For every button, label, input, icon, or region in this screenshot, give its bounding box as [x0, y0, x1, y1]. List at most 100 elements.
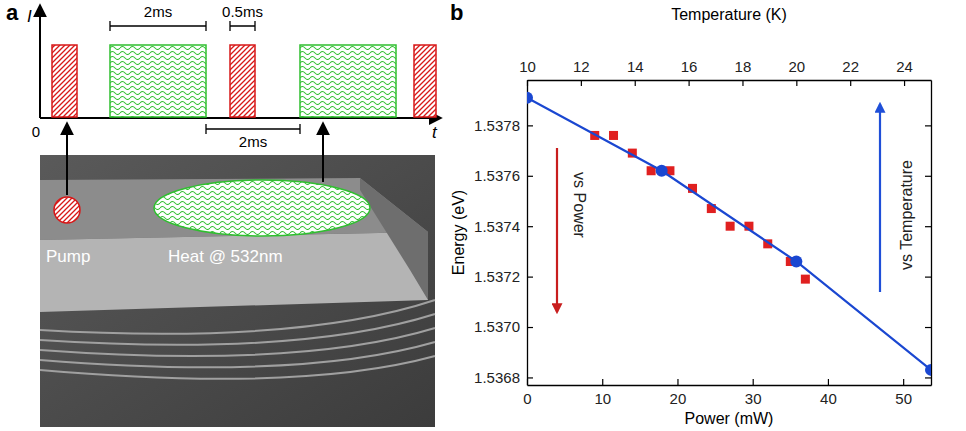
axis-title: Power (mW) [685, 410, 774, 427]
heat-spot [154, 180, 370, 236]
tick: 40 [820, 379, 837, 407]
axis-label: I [27, 7, 32, 26]
axis-line [931, 81, 932, 386]
panel-b: 0102030405010121416182022241.53681.53701… [450, 0, 937, 427]
tick: 10 [594, 379, 611, 407]
tick: 1.5370 [474, 318, 533, 335]
tick: 20 [788, 58, 805, 86]
tick-mark [925, 125, 931, 126]
tick-mark [925, 277, 931, 278]
axis-line [528, 80, 932, 81]
spot-label: Heat @ 532nm [168, 247, 283, 266]
tick: 1.5376 [474, 167, 533, 184]
data-point [609, 131, 618, 140]
tick-mark [602, 379, 603, 385]
annotation-arrow [556, 148, 558, 312]
figure: aIt02ms0.5ms2msPumpHeat @ 532nm010203040… [0, 0, 966, 431]
tick-mark [753, 379, 754, 385]
tick-label: 10 [519, 58, 536, 75]
arrow [322, 124, 324, 182]
origin-label: 0 [32, 123, 40, 140]
ring [40, 328, 435, 356]
data-point [801, 275, 810, 284]
tick-label: 10 [594, 390, 611, 407]
tick-mark [742, 80, 743, 86]
plot-marks [527, 92, 931, 376]
tick-mark [635, 80, 636, 86]
tick: 1.5378 [474, 117, 533, 134]
tick-mark [903, 379, 904, 385]
tick-label: 1.5370 [474, 318, 520, 335]
tick-mark [850, 80, 851, 86]
tick-mark [677, 379, 678, 385]
axis-title: Energy (eV) [450, 190, 467, 275]
bracket [230, 21, 255, 31]
axis-title: Temperature (K) [671, 6, 787, 23]
tick: 1.5372 [474, 268, 533, 285]
panel-letter: a [6, 0, 19, 25]
tick-label: 40 [820, 390, 837, 407]
tick [925, 327, 931, 328]
axis-line [528, 385, 932, 386]
annotation: vs Temperature [898, 160, 915, 270]
tick-label: 14 [627, 58, 644, 75]
pulse [414, 45, 436, 117]
tick-label: 1.5376 [474, 167, 520, 184]
data-point [925, 364, 931, 376]
data-point [790, 255, 802, 267]
pulse [300, 45, 396, 117]
tick: 22 [842, 58, 859, 86]
ring [40, 314, 435, 345]
tick [925, 377, 931, 378]
tick: 16 [681, 58, 698, 86]
data-point [527, 92, 533, 104]
tick-label: 0 [523, 390, 531, 407]
tick-label: 30 [745, 390, 762, 407]
bracket [110, 21, 206, 31]
tick-mark [796, 80, 797, 86]
tick-mark [688, 80, 689, 86]
tick-mark [527, 125, 533, 126]
tick-label: 1.5374 [474, 217, 520, 234]
pulse [52, 45, 77, 117]
series-line [527, 98, 931, 370]
slab-front [40, 232, 428, 312]
tick: 20 [670, 379, 687, 407]
data-point [656, 165, 668, 177]
tick: 12 [573, 58, 590, 86]
tick-label: 22 [842, 58, 859, 75]
tick-label: 12 [573, 58, 590, 75]
tick [925, 125, 931, 126]
tick-label: 50 [895, 390, 912, 407]
intensity-axis [39, 6, 41, 118]
tick: 14 [627, 58, 644, 86]
tick-mark [904, 80, 905, 86]
slab-side [360, 178, 428, 300]
tick: 1.5368 [474, 369, 533, 386]
x2-axis: 1012141618202224 [519, 58, 931, 86]
tick [925, 226, 931, 227]
panel-a: aIt02ms0.5ms2msPumpHeat @ 532nm [6, 0, 440, 427]
panel-letter: b [450, 0, 463, 25]
tick-mark [527, 176, 533, 177]
pump-spot [54, 197, 80, 223]
tick-mark [925, 226, 931, 227]
tick-mark [925, 377, 931, 378]
tick: 18 [735, 58, 752, 86]
tick-mark [925, 176, 931, 177]
tick-mark [527, 226, 533, 227]
tick-label: 1.5378 [474, 117, 520, 134]
arrow [66, 124, 68, 195]
duration-label: 2ms [239, 133, 267, 150]
x-axis: 0 10 20 30 40 50 [523, 379, 931, 407]
tick [925, 277, 931, 278]
sem-background [40, 155, 435, 427]
tick-label: 16 [681, 58, 698, 75]
annotation-arrow [879, 104, 881, 292]
tick-mark [828, 379, 829, 385]
ring [40, 356, 435, 379]
data-point [726, 222, 735, 231]
ring [40, 342, 435, 367]
tick-mark [581, 80, 582, 86]
duration-label: 2ms [144, 3, 172, 20]
